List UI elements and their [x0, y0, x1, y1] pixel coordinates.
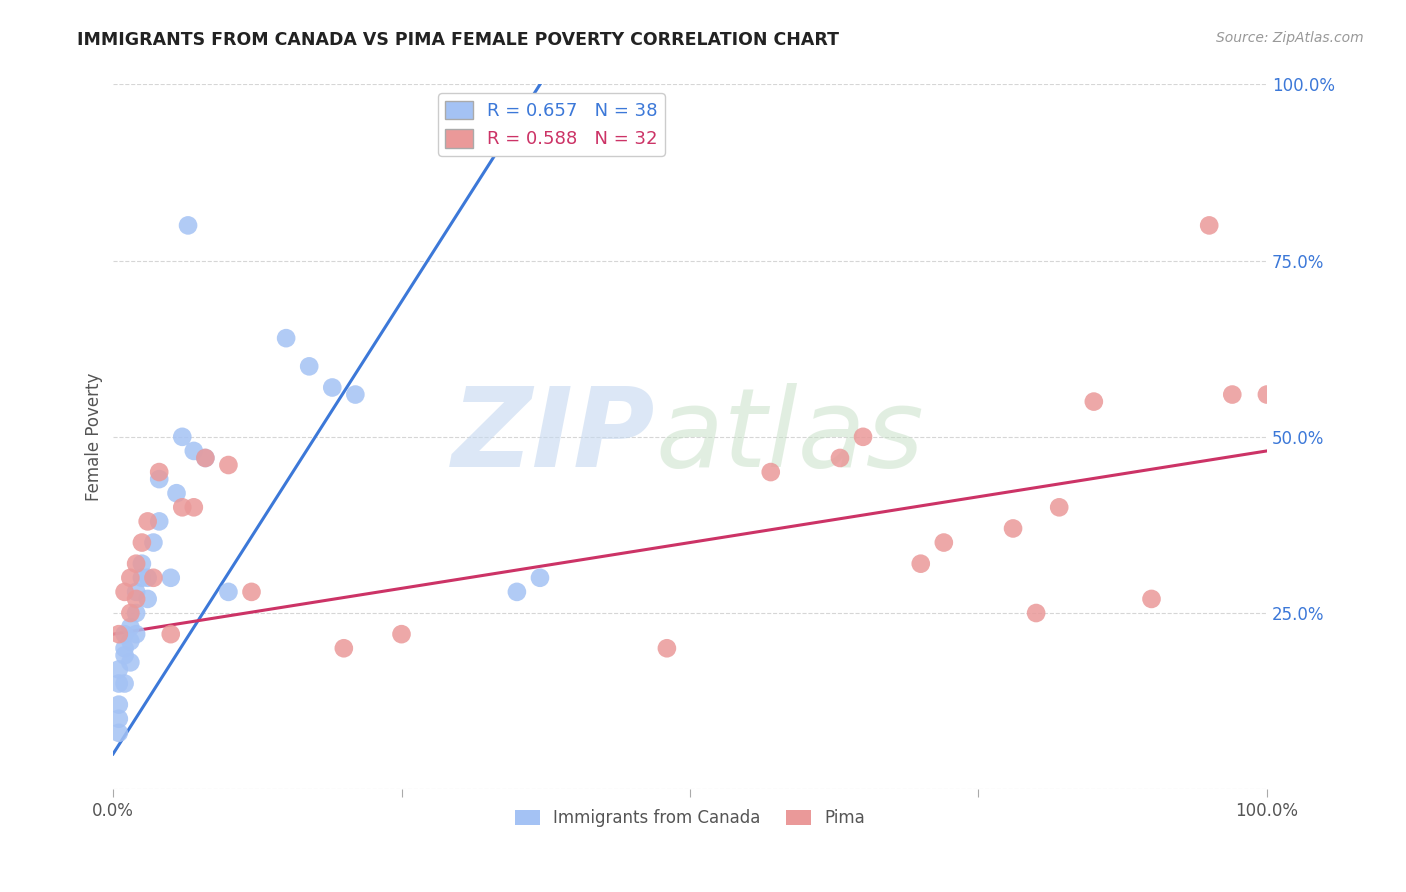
- Point: [194, 450, 217, 465]
- Point: [125, 557, 148, 571]
- Point: [142, 535, 165, 549]
- Point: [148, 472, 170, 486]
- Point: [114, 641, 136, 656]
- Point: [125, 627, 148, 641]
- Point: [108, 698, 131, 712]
- Point: [759, 465, 782, 479]
- Y-axis label: Female Poverty: Female Poverty: [86, 373, 103, 501]
- Point: [120, 620, 142, 634]
- Point: [114, 648, 136, 663]
- Point: [114, 676, 136, 690]
- Point: [131, 557, 153, 571]
- Point: [1198, 219, 1220, 233]
- Point: [333, 641, 356, 656]
- Point: [136, 571, 159, 585]
- Point: [1083, 394, 1105, 409]
- Text: IMMIGRANTS FROM CANADA VS PIMA FEMALE POVERTY CORRELATION CHART: IMMIGRANTS FROM CANADA VS PIMA FEMALE PO…: [77, 31, 839, 49]
- Point: [828, 450, 851, 465]
- Point: [529, 571, 551, 585]
- Point: [910, 557, 932, 571]
- Point: [131, 571, 153, 585]
- Point: [159, 627, 181, 641]
- Point: [172, 430, 194, 444]
- Point: [1220, 387, 1243, 401]
- Point: [108, 676, 131, 690]
- Text: atlas: atlas: [655, 384, 924, 491]
- Point: [1140, 591, 1163, 606]
- Point: [159, 571, 181, 585]
- Point: [108, 712, 131, 726]
- Point: [120, 656, 142, 670]
- Point: [321, 380, 343, 394]
- Point: [136, 591, 159, 606]
- Point: [344, 387, 367, 401]
- Point: [194, 450, 217, 465]
- Point: [276, 331, 298, 345]
- Point: [120, 571, 142, 585]
- Point: [506, 585, 529, 599]
- Point: [166, 486, 188, 500]
- Point: [1002, 521, 1025, 535]
- Point: [506, 98, 529, 112]
- Point: [932, 535, 955, 549]
- Point: [108, 627, 131, 641]
- Text: ZIP: ZIP: [451, 384, 655, 491]
- Point: [125, 591, 148, 606]
- Point: [217, 458, 239, 472]
- Legend: Immigrants from Canada, Pima: Immigrants from Canada, Pima: [509, 803, 872, 834]
- Point: [114, 585, 136, 599]
- Point: [1256, 387, 1278, 401]
- Text: Source: ZipAtlas.com: Source: ZipAtlas.com: [1216, 31, 1364, 45]
- Point: [125, 606, 148, 620]
- Point: [108, 726, 131, 740]
- Point: [148, 515, 170, 529]
- Point: [217, 585, 239, 599]
- Point: [120, 634, 142, 648]
- Point: [655, 641, 678, 656]
- Point: [131, 535, 153, 549]
- Point: [136, 515, 159, 529]
- Point: [142, 571, 165, 585]
- Point: [240, 585, 263, 599]
- Point: [1025, 606, 1047, 620]
- Point: [148, 465, 170, 479]
- Point: [298, 359, 321, 374]
- Point: [114, 627, 136, 641]
- Point: [1047, 500, 1070, 515]
- Point: [391, 627, 413, 641]
- Point: [125, 585, 148, 599]
- Point: [177, 219, 200, 233]
- Point: [120, 606, 142, 620]
- Point: [108, 662, 131, 676]
- Point: [183, 444, 205, 458]
- Point: [172, 500, 194, 515]
- Point: [183, 500, 205, 515]
- Point: [852, 430, 875, 444]
